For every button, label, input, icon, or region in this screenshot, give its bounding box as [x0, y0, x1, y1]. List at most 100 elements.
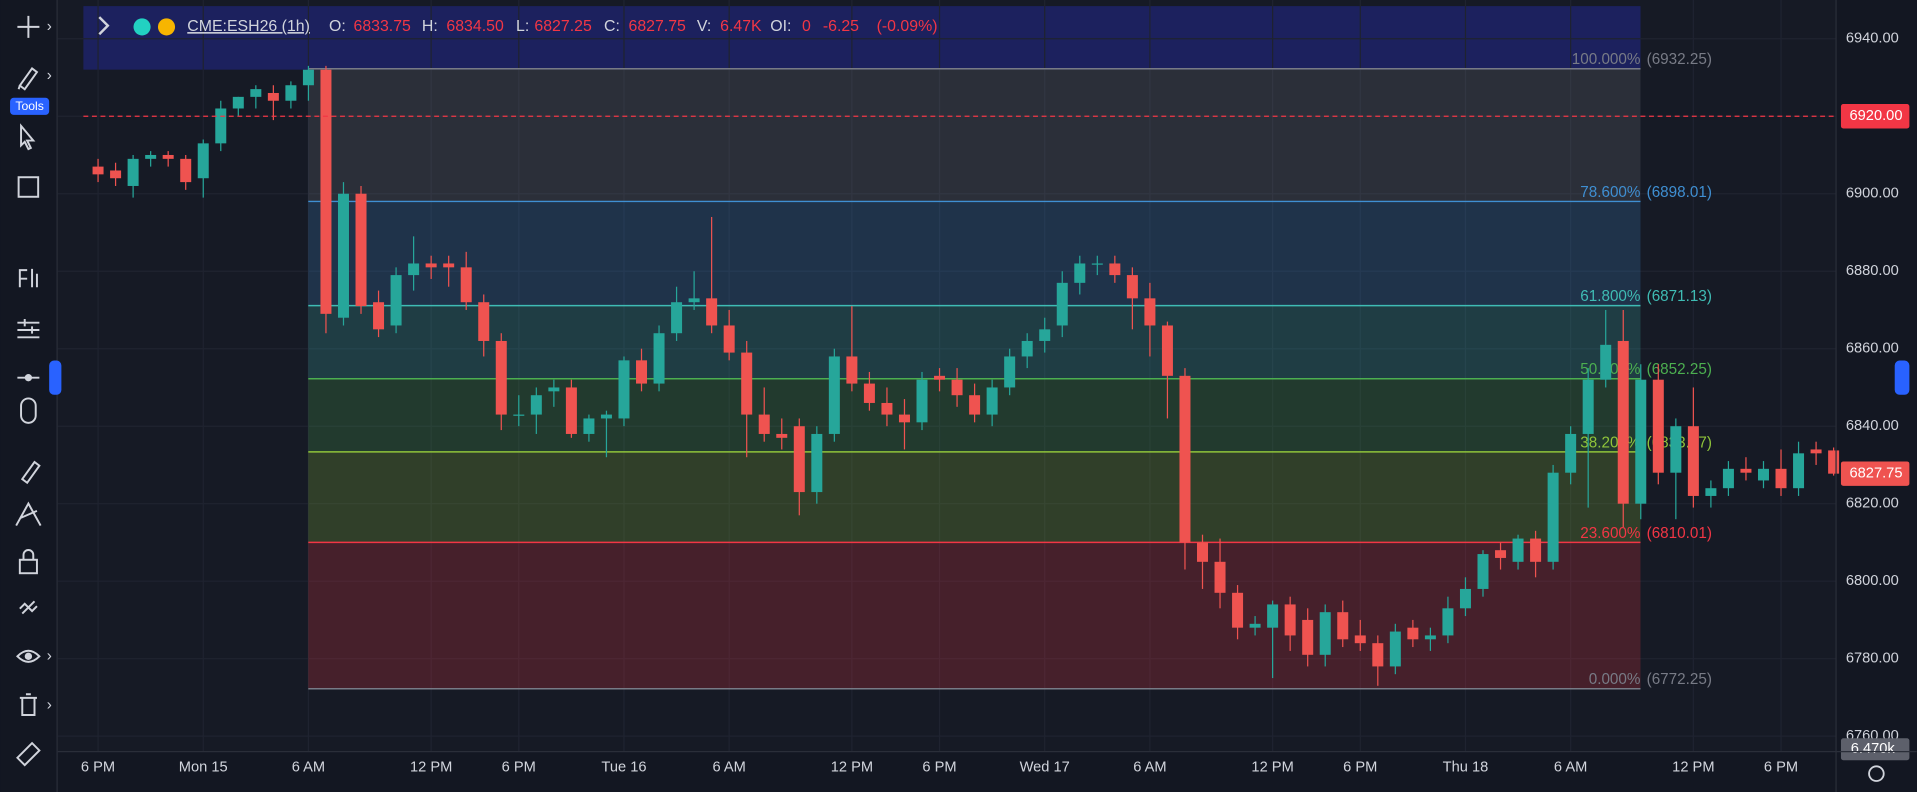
collapse-left-button[interactable]: [49, 360, 62, 395]
settings-button[interactable]: [1868, 765, 1885, 782]
candle-body: [1179, 375, 1191, 543]
collapse-right-button[interactable]: [1894, 360, 1910, 395]
visibility-tool[interactable]: [16, 649, 41, 663]
candle-body: [1477, 554, 1489, 589]
candle-body: [443, 263, 455, 268]
y-tick-label: 6880.00: [1846, 263, 1899, 279]
y-tick-label: 6820.00: [1846, 496, 1899, 512]
x-tick-label: 6 PM: [502, 759, 536, 775]
candle-body: [723, 325, 735, 353]
candle-body: [548, 387, 560, 392]
candle-body: [1319, 612, 1331, 655]
forecast-tool[interactable]: [17, 319, 40, 339]
expand-legend[interactable]: [98, 16, 110, 36]
candle-body: [1565, 433, 1577, 473]
legend-field-value: 6833.75: [354, 18, 412, 35]
legend-change: -6.25: [823, 18, 859, 35]
legend-field-value: 0: [802, 18, 811, 35]
candle-body: [1459, 588, 1471, 609]
candle-body: [1757, 468, 1769, 481]
y-tick-label: 6780.00: [1846, 651, 1899, 667]
candle-body: [127, 158, 139, 186]
candle-body: [1722, 468, 1734, 489]
delete-tool[interactable]: [19, 693, 37, 716]
left-toolbar: › › › › Tools: [0, 0, 58, 792]
link-tool[interactable]: [19, 600, 38, 615]
candle-body: [1126, 275, 1138, 299]
x-tick-label: 6 AM: [712, 759, 745, 775]
candle-body: [320, 69, 332, 314]
ruler-tool[interactable]: [16, 741, 41, 767]
candle-body: [1810, 449, 1822, 454]
candle-body: [583, 418, 595, 434]
x-tick-label: 12 PM: [1672, 759, 1714, 775]
axes: 6940.00 6920.00 6900.00 6880.00 6860.00 6840.…: [81, 31, 1910, 775]
candle-body: [1407, 627, 1419, 640]
fib-price-label: (6871.13): [1647, 288, 1712, 305]
shape-tool[interactable]: [17, 176, 40, 198]
candle-body: [828, 356, 840, 434]
x-tick-label: 6 PM: [922, 759, 956, 775]
cursor-tool[interactable]: [20, 123, 36, 151]
fib-zone: [308, 305, 1641, 379]
candle-body: [1582, 379, 1594, 434]
candle-body: [408, 263, 420, 276]
candle-body: [969, 395, 981, 415]
candle-body: [1144, 298, 1156, 326]
candle-body: [1074, 263, 1086, 283]
candle-body: [934, 375, 946, 380]
candle-body: [1512, 538, 1524, 562]
candle-body: [478, 302, 490, 341]
fib-price-label: (6932.25): [1647, 51, 1712, 68]
legend-field-label: H:: [422, 18, 438, 35]
candle-body: [776, 433, 788, 438]
candle-body: [1530, 538, 1542, 562]
x-tick-label: Tue 16: [601, 759, 646, 775]
candle-body: [1354, 635, 1366, 644]
pattern-tool[interactable]: [18, 268, 38, 288]
symbol[interactable]: CME:ESH26 (1h): [187, 18, 310, 35]
candle-body: [1775, 468, 1787, 489]
candle-body: [1249, 623, 1261, 628]
candle-body: [863, 383, 875, 403]
y-tick-label: 6860.00: [1846, 341, 1899, 357]
price-line-label: 6920.00: [1850, 108, 1903, 124]
svg-text:›: ›: [47, 647, 52, 664]
candle-body: [92, 166, 104, 175]
fib-price-label: (6898.01): [1647, 184, 1712, 201]
fib-zone: [308, 542, 1641, 689]
lock-tool[interactable]: [18, 558, 38, 575]
candle-body: [846, 356, 858, 384]
candle-body: [1091, 263, 1103, 265]
volume-badge: [1840, 738, 1910, 761]
candle-body: [530, 395, 542, 415]
candle-body: [267, 92, 279, 101]
candle-body: [1232, 592, 1244, 628]
lock-draw-tool[interactable]: [20, 460, 41, 485]
candle-body: [1670, 426, 1682, 473]
candle-body: [1547, 472, 1559, 562]
legend-field-value: 6834.50: [446, 18, 504, 35]
candle-body: [425, 263, 437, 268]
fib-price-label: (6852.25): [1647, 361, 1712, 378]
candle-body: [1617, 340, 1629, 504]
candle-body: [1197, 542, 1208, 562]
volume-label: 6.470k: [1851, 741, 1896, 757]
x-tick-label: 6 AM: [1554, 759, 1587, 775]
candle-body: [180, 158, 192, 183]
crosshair-tool[interactable]: [17, 15, 40, 38]
candle-body: [1828, 450, 1840, 474]
fib-zone: [308, 201, 1641, 306]
candle-body: [653, 333, 665, 384]
brush-tool[interactable]: [17, 67, 39, 91]
candle-body: [1267, 604, 1279, 628]
chart-pane: [57, 0, 1837, 752]
magnet-tool[interactable]: [20, 397, 37, 424]
candle-body: [986, 387, 998, 415]
candle-body: [1039, 329, 1051, 341]
candle-body: [1161, 325, 1173, 376]
angle-tool[interactable]: [15, 501, 42, 527]
candle-body: [1302, 619, 1314, 655]
candle-body: [1284, 604, 1296, 636]
candle-body: [495, 340, 507, 415]
